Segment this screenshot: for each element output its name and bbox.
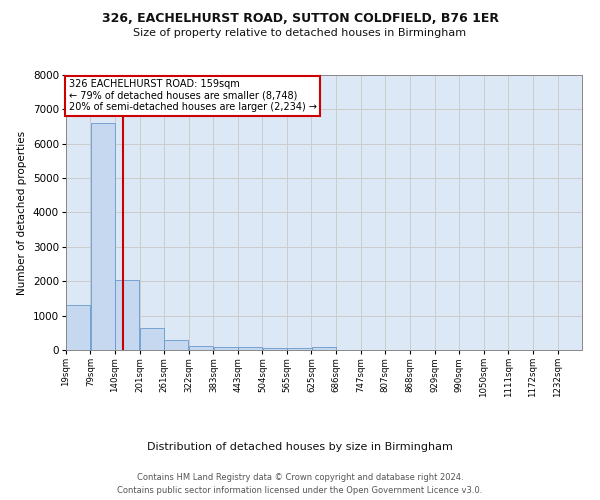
Bar <box>214 346 238 350</box>
Bar <box>238 347 262 350</box>
Bar <box>91 123 115 350</box>
Bar <box>66 306 91 350</box>
Bar <box>287 348 311 350</box>
Text: Contains HM Land Registry data © Crown copyright and database right 2024.: Contains HM Land Registry data © Crown c… <box>137 472 463 482</box>
Bar <box>311 346 336 350</box>
Bar <box>263 348 287 350</box>
Text: 326, EACHELHURST ROAD, SUTTON COLDFIELD, B76 1ER: 326, EACHELHURST ROAD, SUTTON COLDFIELD,… <box>101 12 499 26</box>
Text: Contains public sector information licensed under the Open Government Licence v3: Contains public sector information licen… <box>118 486 482 495</box>
Bar <box>115 280 139 350</box>
Text: Size of property relative to detached houses in Birmingham: Size of property relative to detached ho… <box>133 28 467 38</box>
Text: 326 EACHELHURST ROAD: 159sqm
← 79% of detached houses are smaller (8,748)
20% of: 326 EACHELHURST ROAD: 159sqm ← 79% of de… <box>68 79 317 112</box>
Y-axis label: Number of detached properties: Number of detached properties <box>17 130 28 294</box>
Text: Distribution of detached houses by size in Birmingham: Distribution of detached houses by size … <box>147 442 453 452</box>
Bar <box>189 346 213 350</box>
Bar <box>140 328 164 350</box>
Bar <box>164 340 188 350</box>
